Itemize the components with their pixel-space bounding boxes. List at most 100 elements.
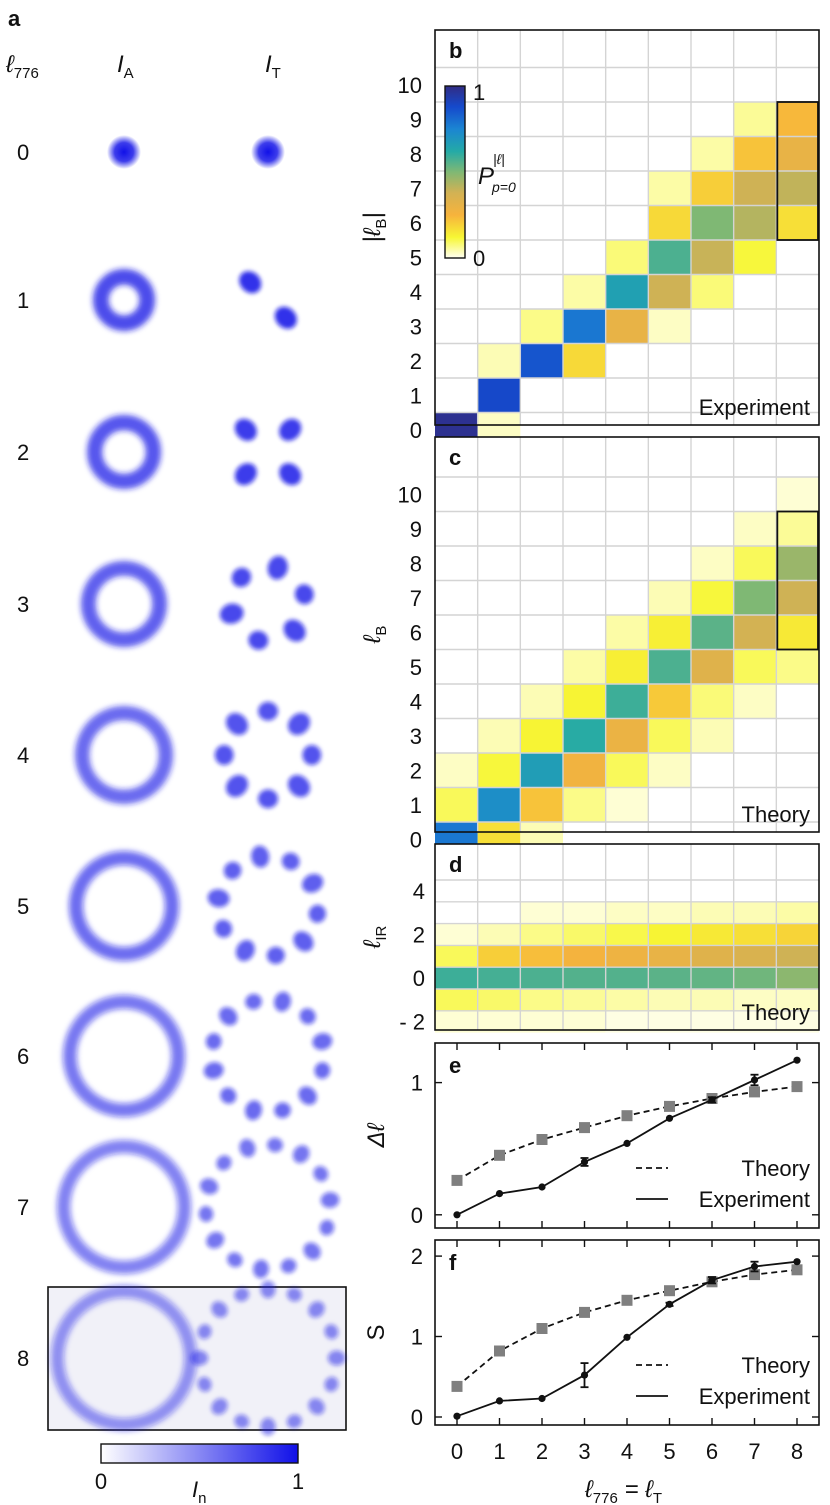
beam-it-lobe — [298, 1086, 317, 1105]
heatmap-cell — [776, 923, 819, 946]
beam-it-lobe — [287, 774, 311, 798]
heatmap-cell — [691, 171, 734, 206]
beam-it-lobe — [308, 904, 327, 923]
heatmap-cell — [776, 1010, 819, 1033]
y-tick-label: 2 — [410, 758, 422, 783]
beam-it-lobe — [219, 603, 244, 624]
heatmap-cell — [435, 753, 478, 788]
beam-it-lobe — [223, 861, 242, 880]
heatmap-cell — [520, 967, 563, 989]
beam-it-lobe — [239, 271, 262, 294]
intensity-colorbar-min: 0 — [95, 1469, 107, 1494]
heatmap-cell — [477, 989, 521, 1011]
heatmap-cell — [691, 684, 734, 719]
beam-row-label: 5 — [17, 894, 29, 919]
heatmap-cell — [520, 901, 563, 924]
data-point-experiment — [538, 1183, 546, 1191]
heatmap-cell — [691, 136, 734, 171]
data-point-experiment — [793, 1258, 801, 1266]
heatmap-cell — [648, 1010, 691, 1033]
heatmap-cell — [563, 274, 606, 309]
beam-it-lobe — [266, 946, 285, 965]
heatmap-cell — [733, 615, 777, 650]
beam-it-lobe — [292, 1145, 310, 1164]
y-tick-label: 7 — [410, 176, 422, 201]
beam-ia-ring — [63, 994, 186, 1117]
x-tick-label: 2 — [536, 1439, 548, 1464]
beam-it-lobe — [303, 1242, 321, 1260]
beam-it-lobe — [216, 1155, 232, 1171]
y-tick-label: 4 — [413, 879, 425, 904]
beam-it-lobe — [260, 1417, 276, 1436]
heatmap-cell — [477, 787, 521, 822]
beam-it-lobe — [225, 712, 249, 736]
y-tick-label: 1 — [410, 383, 422, 408]
heatmap-cell — [435, 1010, 478, 1033]
heatmap-cell — [648, 309, 691, 344]
x-tick-label: 1 — [493, 1439, 505, 1464]
heatmap-cell — [776, 901, 819, 924]
beam-it-lobe — [231, 567, 252, 588]
panel-letter-d: d — [449, 852, 462, 877]
heatmap-cell — [520, 923, 563, 946]
beam-row-label: 0 — [17, 140, 29, 165]
heatmap-cell — [648, 274, 691, 309]
heatmap-cell — [563, 967, 606, 989]
data-point-experiment — [750, 1076, 759, 1084]
heatmap-cell — [605, 649, 649, 684]
beam-ia-ring — [56, 1139, 192, 1274]
beam-it-lobe — [324, 1376, 339, 1392]
highlight-box — [776, 101, 819, 241]
legend-label-experiment: Experiment — [699, 1187, 810, 1212]
beam-row: 8 — [17, 1280, 346, 1436]
beam-it-lobe — [327, 1350, 346, 1366]
data-point-experiment — [495, 1190, 504, 1198]
data-point-theory — [536, 1134, 548, 1145]
heatmap-cell — [563, 945, 606, 968]
data-point-theory — [791, 1264, 803, 1276]
beam-it-lobe — [287, 712, 311, 736]
beam-it-lobe — [301, 873, 324, 893]
beam-it-spot — [251, 135, 285, 169]
beam-it-lobe — [267, 1137, 283, 1153]
y-tick-label: 6 — [410, 620, 422, 645]
heatmap-cell — [563, 901, 606, 924]
data-point-experiment — [495, 1397, 504, 1405]
heatmap-cell — [605, 923, 649, 946]
heatmap-cell — [520, 989, 563, 1011]
beam-it-lobe — [219, 1007, 238, 1026]
heatmap-cell — [435, 945, 478, 968]
beam-row: 6 — [17, 991, 333, 1121]
beam-it-lobe — [302, 745, 322, 765]
heatmap-cell — [520, 309, 563, 344]
heatmap-cell — [563, 343, 606, 378]
heatmap-cell — [691, 989, 734, 1011]
heatmap-cell — [520, 343, 563, 378]
heatmap-cell — [605, 967, 649, 989]
heatmap-cell — [520, 1010, 563, 1033]
heatmap-cell — [563, 1010, 606, 1033]
y-tick-label: 6 — [410, 211, 422, 236]
heatmap-cell — [733, 684, 777, 719]
beam-rows: 0 1 2 3 4 5 6 7 8 — [17, 135, 346, 1436]
beam-it-lobe — [312, 1033, 333, 1050]
heatmap-cell — [691, 945, 734, 968]
heatmap-cell — [776, 945, 819, 968]
heatmap-cell — [733, 580, 777, 615]
probability-colorbar-bar — [444, 85, 466, 259]
beam-it-lobe — [294, 584, 314, 605]
y-tick-label: 4 — [410, 280, 422, 305]
beam-ia-spot — [107, 135, 141, 169]
intensity-colorbar-label: In — [192, 1477, 206, 1505]
legend-label-theory: Theory — [742, 1156, 810, 1181]
beam-row: 7 — [17, 1137, 340, 1279]
x-tick-label: 3 — [578, 1439, 590, 1464]
beam-row-label: 2 — [17, 440, 29, 465]
y-tick-label: 2 — [411, 1244, 423, 1269]
beam-it-lobe — [245, 1100, 262, 1121]
heatmap-cell — [733, 989, 777, 1011]
beam-it-lobe — [308, 1398, 325, 1415]
heatmap-cell — [648, 967, 691, 989]
y-tick-label: 0 — [410, 418, 422, 443]
beam-it-lobe — [267, 555, 288, 580]
